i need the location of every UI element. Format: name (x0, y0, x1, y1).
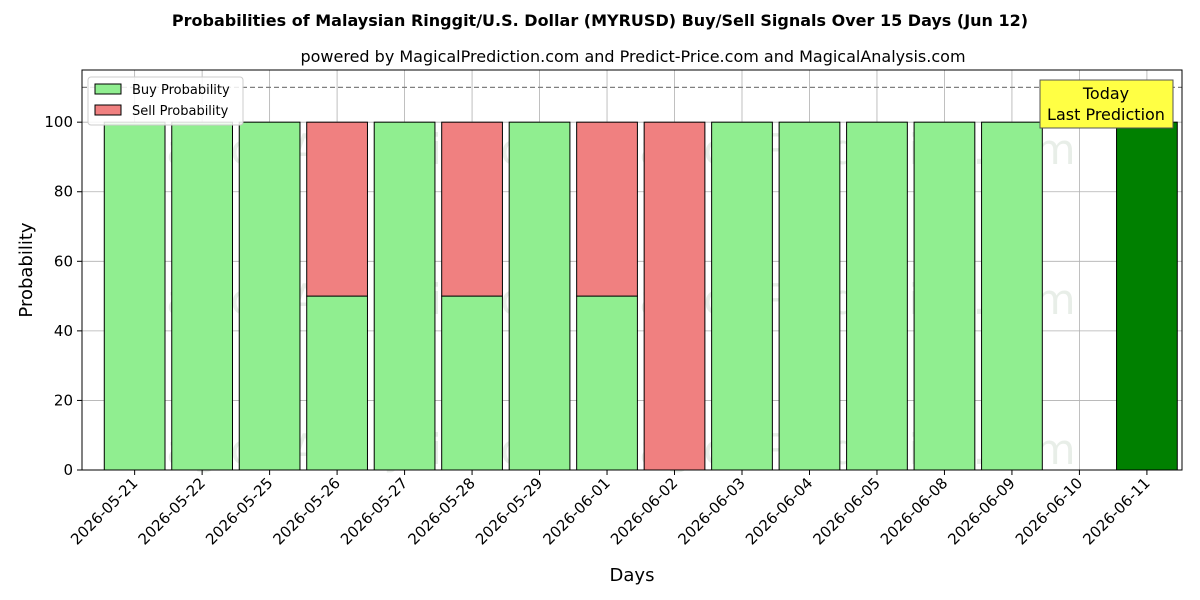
x-tick-label: 2026-06-03 (674, 474, 748, 548)
buy-bar (171, 121, 233, 471)
buy-bar (306, 295, 368, 471)
x-tick-label: 2026-05-27 (337, 474, 411, 548)
annotation-box (1039, 79, 1174, 129)
sell-bar (576, 121, 638, 297)
sell-bar (441, 121, 503, 297)
buy-bar (508, 121, 571, 471)
x-tick-label: 2026-06-09 (944, 474, 1018, 548)
legend-label: Buy Probability (132, 83, 230, 98)
legend-swatch (94, 83, 122, 95)
legend-label: Sell Probability (132, 104, 229, 119)
buy-bar (913, 121, 976, 471)
buy-bar (981, 121, 1043, 471)
x-tick-label: 2026-05-25 (202, 474, 276, 548)
sell-bar (643, 121, 706, 471)
y-tick-label: 80 (54, 183, 73, 201)
buy-bar (441, 295, 503, 471)
x-tick-label: 2026-05-28 (405, 474, 479, 548)
y-tick-label: 60 (54, 252, 73, 270)
x-tick-label: 2026-05-29 (472, 474, 546, 548)
chart-subtitle: powered by MagicalPrediction.com and Pre… (300, 47, 965, 66)
y-tick-label: 100 (44, 113, 73, 131)
buy-bar (373, 121, 436, 471)
buy-bar (778, 121, 841, 471)
x-tick-label: 2026-06-10 (1012, 474, 1086, 548)
buy-bar (103, 121, 166, 471)
legend-box (87, 76, 244, 126)
x-tick-label: 2026-06-08 (877, 474, 951, 548)
y-tick-label: 40 (54, 322, 73, 340)
plot-frame (81, 69, 1183, 471)
x-tick-label: 2026-05-22 (135, 474, 209, 548)
x-tick-label: 2026-06-02 (607, 474, 681, 548)
x-tick-label: 2026-05-26 (270, 474, 344, 548)
y-axis-label: Probability (16, 222, 37, 317)
annotation-text: Last Prediction (1047, 105, 1165, 124)
annotation-text: Today (1082, 84, 1129, 103)
buy-bar (238, 121, 301, 471)
buy-bar (1116, 121, 1178, 471)
x-tick-label: 2026-06-04 (742, 474, 816, 548)
x-tick-label: 2026-06-01 (539, 474, 613, 548)
x-axis-label: Days (610, 565, 655, 586)
plot-area: MagicalAnalysis.comMagicalPrediction.com… (16, 69, 1183, 586)
legend-swatch (94, 104, 122, 116)
y-tick-label: 20 (54, 391, 73, 409)
x-tick-label: 2026-06-11 (1079, 474, 1153, 548)
buy-bar (711, 121, 773, 471)
buy-bar (846, 121, 908, 471)
chart-title: Probabilities of Malaysian Ringgit/U.S. … (172, 11, 1028, 30)
x-tick-label: 2026-06-05 (809, 474, 883, 548)
sell-bar (306, 121, 368, 297)
x-tick-label: 2026-05-21 (67, 474, 141, 548)
y-tick-label: 0 (63, 461, 73, 479)
buy-bar (576, 295, 638, 471)
